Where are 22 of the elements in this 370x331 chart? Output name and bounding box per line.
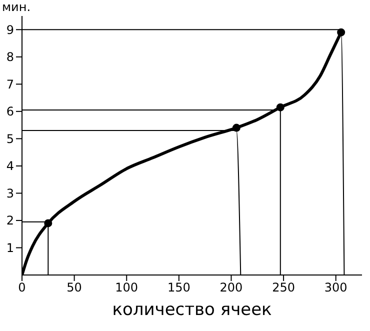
y-tick-label: 1 — [6, 240, 14, 255]
x-tick-label: 250 — [272, 280, 295, 295]
x-axis-title: количество ячеек — [112, 300, 272, 320]
y-tick-label: 2 — [6, 214, 14, 228]
y-tick-label: 3 — [6, 186, 14, 200]
y-tick-label: 9 — [6, 22, 14, 37]
y-tick-label: 5 — [6, 132, 14, 146]
x-tick-label: 200 — [220, 280, 243, 295]
y-tick-label: 4 — [6, 159, 14, 174]
point — [337, 28, 346, 36]
x-tick-label: 50 — [66, 280, 82, 295]
y-tick-label: 6 — [6, 104, 14, 119]
point — [276, 103, 284, 112]
x-tick-label: 100 — [115, 280, 138, 295]
x-tick-label: 150 — [167, 280, 190, 295]
x-tick-label: 0 — [18, 280, 26, 295]
point — [44, 219, 52, 228]
y-tick-label: 8 — [6, 50, 14, 64]
y-axis-title: мин. — [2, 0, 31, 14]
y-tick-label: 7 — [6, 77, 14, 92]
x-tick-label: 300 — [324, 280, 348, 295]
point — [232, 124, 240, 132]
